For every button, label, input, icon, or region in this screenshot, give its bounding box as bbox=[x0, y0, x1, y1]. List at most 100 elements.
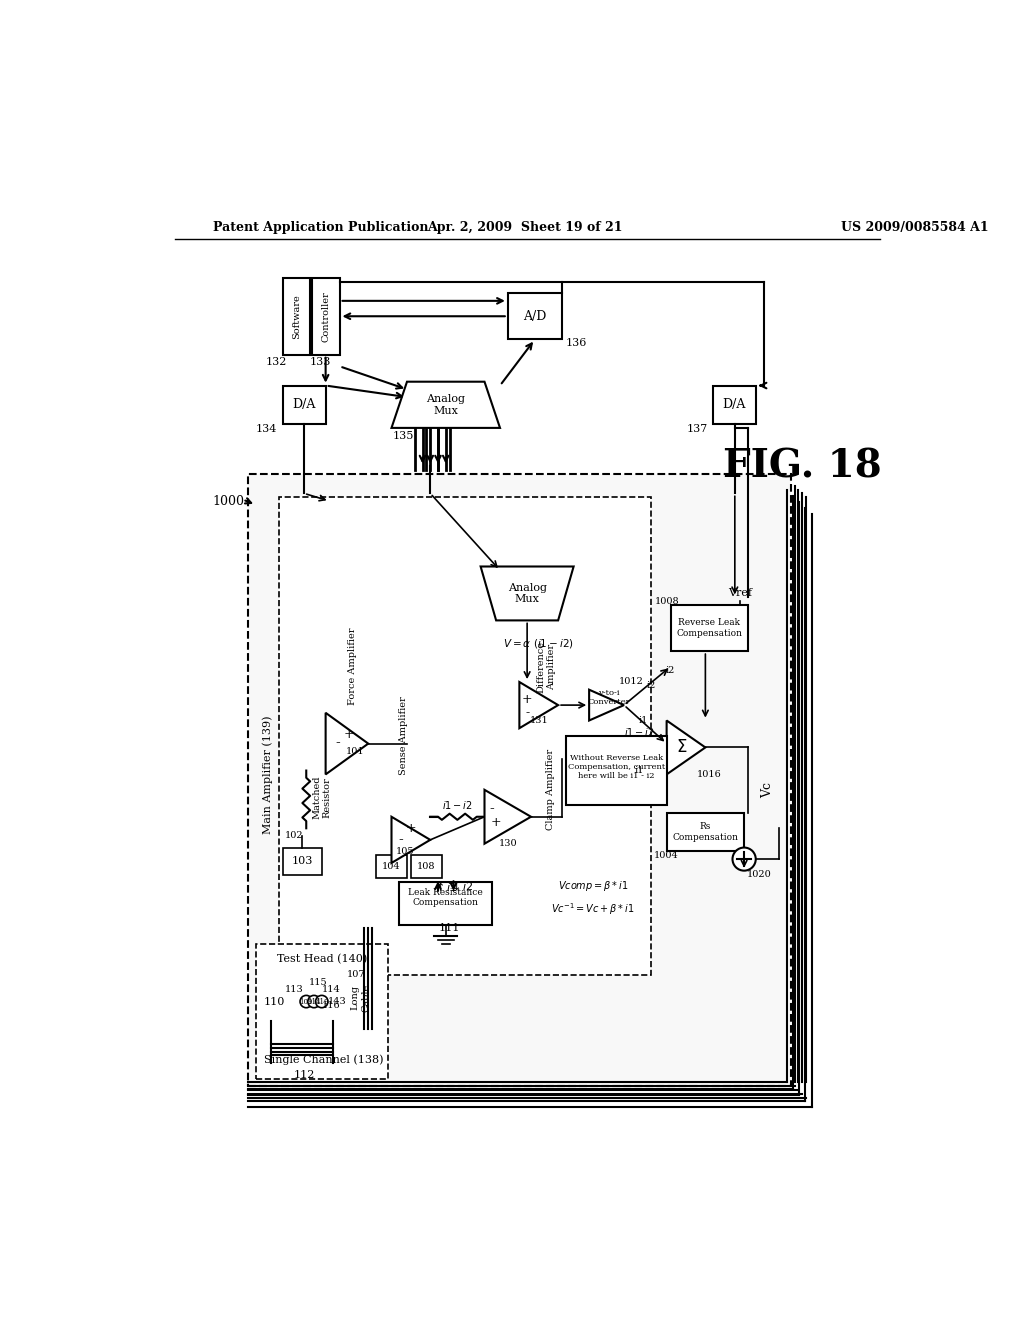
Text: 109: 109 bbox=[299, 998, 313, 1006]
Text: Vc: Vc bbox=[761, 781, 774, 797]
Text: Sense Amplifier: Sense Amplifier bbox=[398, 697, 408, 775]
Bar bbox=[312, 277, 340, 355]
Text: $\uparrow i1$: $\uparrow i1$ bbox=[433, 879, 458, 892]
Text: 104: 104 bbox=[382, 862, 400, 871]
Text: Patent Application Publication: Patent Application Publication bbox=[213, 222, 429, 234]
Text: Clamp Amplifier: Clamp Amplifier bbox=[546, 750, 555, 830]
Bar bbox=[713, 385, 756, 424]
Bar bbox=[248, 474, 791, 1086]
Text: 111: 111 bbox=[439, 924, 461, 933]
Text: v-to-i
Converter: v-to-i Converter bbox=[587, 689, 630, 706]
Text: i2: i2 bbox=[646, 681, 655, 690]
Text: 103: 103 bbox=[292, 855, 313, 866]
Bar bbox=[280, 498, 651, 974]
Text: 133: 133 bbox=[309, 358, 331, 367]
Text: 130: 130 bbox=[499, 840, 517, 849]
Text: 101: 101 bbox=[346, 747, 365, 756]
Text: Long
Cable: Long Cable bbox=[351, 983, 371, 1012]
Text: i2: i2 bbox=[666, 667, 675, 675]
Text: Without Reverse Leak
Compensation, current
here will be i1 - i2: Without Reverse Leak Compensation, curre… bbox=[567, 754, 665, 780]
Text: Analog
Mux: Analog Mux bbox=[426, 393, 465, 416]
Text: FIG. 18: FIG. 18 bbox=[723, 447, 882, 486]
Text: 114: 114 bbox=[307, 998, 321, 1006]
Circle shape bbox=[732, 847, 756, 871]
Text: Difference
Amplifier: Difference Amplifier bbox=[537, 640, 556, 693]
Bar bbox=[508, 293, 562, 339]
Polygon shape bbox=[391, 817, 430, 863]
Text: -: - bbox=[335, 737, 340, 751]
Text: 136: 136 bbox=[566, 338, 587, 348]
Text: 113: 113 bbox=[286, 986, 304, 994]
Circle shape bbox=[315, 995, 328, 1007]
Text: Reverse Leak
Compensation: Reverse Leak Compensation bbox=[676, 618, 742, 638]
Text: Rs
Compensation: Rs Compensation bbox=[673, 822, 738, 842]
Circle shape bbox=[300, 995, 312, 1007]
Text: 114: 114 bbox=[322, 986, 340, 994]
Polygon shape bbox=[480, 566, 573, 620]
Bar bbox=[256, 944, 388, 1078]
Text: +: + bbox=[522, 693, 532, 706]
Polygon shape bbox=[484, 789, 531, 843]
Text: 137: 137 bbox=[686, 425, 708, 434]
Text: Matched
Resistor: Matched Resistor bbox=[312, 776, 332, 820]
Text: i1: i1 bbox=[635, 766, 644, 775]
Text: 107: 107 bbox=[347, 970, 366, 979]
Text: Main Amplifier (139): Main Amplifier (139) bbox=[262, 715, 272, 834]
Text: Force Amplifier: Force Amplifier bbox=[348, 628, 357, 705]
Bar bbox=[283, 277, 310, 355]
Text: Software: Software bbox=[292, 294, 301, 339]
Text: Analog
Mux: Analog Mux bbox=[508, 582, 547, 605]
Text: 131: 131 bbox=[529, 715, 548, 725]
Text: $\Sigma$: $\Sigma$ bbox=[677, 739, 688, 756]
Text: 1016: 1016 bbox=[697, 770, 722, 779]
Text: 1004: 1004 bbox=[654, 851, 679, 859]
Text: 1020: 1020 bbox=[748, 870, 772, 879]
Circle shape bbox=[308, 995, 321, 1007]
Text: 102: 102 bbox=[286, 832, 304, 841]
Bar bbox=[667, 813, 744, 851]
Text: Test Head (140): Test Head (140) bbox=[276, 954, 367, 965]
Text: 110: 110 bbox=[263, 997, 285, 1007]
Text: D/A: D/A bbox=[722, 399, 745, 412]
Text: 115: 115 bbox=[308, 978, 328, 987]
Text: $Vcomp = \beta * i1$: $Vcomp = \beta * i1$ bbox=[558, 879, 629, 894]
Bar bbox=[283, 385, 326, 424]
Bar bbox=[283, 847, 322, 875]
Text: $i1-i2$: $i1-i2$ bbox=[442, 799, 473, 812]
Text: -: - bbox=[398, 833, 403, 847]
Text: Apr. 2, 2009  Sheet 19 of 21: Apr. 2, 2009 Sheet 19 of 21 bbox=[427, 222, 623, 234]
Text: 116: 116 bbox=[322, 1001, 340, 1010]
Text: Single Channel (138): Single Channel (138) bbox=[263, 1053, 383, 1065]
Polygon shape bbox=[519, 682, 558, 729]
Text: $i1 - i2$: $i1 - i2$ bbox=[624, 726, 655, 738]
Polygon shape bbox=[566, 737, 667, 805]
Text: 112: 112 bbox=[293, 1069, 314, 1080]
Text: $Vc^{-1} = Vc + \beta * i1$: $Vc^{-1} = Vc + \beta * i1$ bbox=[551, 902, 635, 917]
Text: US 2009/0085584 A1: US 2009/0085584 A1 bbox=[841, 222, 988, 234]
Text: +: + bbox=[344, 727, 354, 741]
Text: 105: 105 bbox=[395, 847, 414, 855]
Text: 132: 132 bbox=[266, 358, 288, 367]
Text: 1008: 1008 bbox=[654, 597, 679, 606]
Text: $V = \alpha\ (i1 - i2)$: $V = \alpha\ (i1 - i2)$ bbox=[504, 638, 574, 649]
Text: 134: 134 bbox=[255, 425, 276, 434]
Text: 119: 119 bbox=[315, 998, 329, 1006]
Polygon shape bbox=[667, 721, 706, 775]
Text: Vref: Vref bbox=[728, 589, 753, 598]
Text: 1000: 1000 bbox=[213, 495, 245, 508]
Bar bbox=[411, 855, 442, 878]
Text: Controller: Controller bbox=[322, 290, 330, 342]
Polygon shape bbox=[391, 381, 500, 428]
Bar bbox=[376, 855, 407, 878]
Text: Leak Resistance
Compensation: Leak Resistance Compensation bbox=[409, 888, 483, 907]
Text: +: + bbox=[406, 822, 416, 834]
Text: 108: 108 bbox=[417, 862, 435, 871]
Bar bbox=[399, 882, 493, 924]
Text: D/A: D/A bbox=[292, 399, 315, 412]
Text: +: + bbox=[490, 816, 502, 829]
Polygon shape bbox=[326, 713, 369, 775]
Text: 143: 143 bbox=[328, 997, 347, 1006]
Text: i1: i1 bbox=[639, 715, 648, 725]
Polygon shape bbox=[589, 689, 624, 721]
Bar bbox=[671, 605, 748, 651]
